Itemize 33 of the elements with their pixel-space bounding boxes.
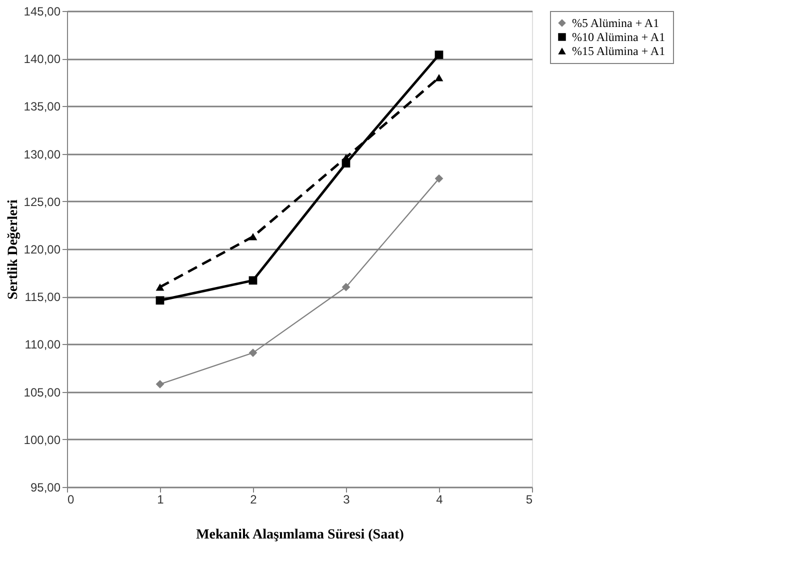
y-tick-label: 140,00 <box>24 52 61 66</box>
point <box>434 50 444 59</box>
point <box>156 296 164 305</box>
x-tick-label: 3 <box>343 492 350 506</box>
point <box>156 283 164 291</box>
point <box>248 276 258 285</box>
y-tick-label: 100,00 <box>24 432 61 447</box>
y-tick-label: 145,00 <box>24 4 61 18</box>
legend-label: %15 Alümina + A1 <box>572 44 666 58</box>
y-tick-label: 125,00 <box>24 194 61 209</box>
x-tick-label: 5 <box>526 492 533 506</box>
point <box>434 74 444 82</box>
x-tick-label: 4 <box>436 492 444 506</box>
y-tick-label: 110,00 <box>24 338 61 352</box>
point <box>342 282 350 292</box>
x-axis-title: Mekanik Alaşımlama Süresi (Saat) <box>196 528 404 542</box>
legend-label: %10 Alümina + A1 <box>572 30 666 44</box>
x-tick-label: 1 <box>157 492 164 506</box>
point <box>248 233 258 240</box>
y-tick-label: 130,00 <box>24 147 61 162</box>
x-tick-label: 0 <box>68 492 74 506</box>
y-tick-label: 95,00 <box>30 480 61 494</box>
x-tick-label: 2 <box>250 492 258 506</box>
point <box>342 154 350 162</box>
legend-label: %5 Alümina + A1 <box>572 16 660 30</box>
point <box>248 348 258 357</box>
y-axis-title: Sertlik Değerleri <box>6 199 21 300</box>
y-tick-label: 135,00 <box>24 100 61 114</box>
y-tick-label: 115,00 <box>24 290 61 304</box>
point <box>156 380 164 388</box>
y-tick-label: 105,00 <box>24 385 61 400</box>
point <box>434 174 444 183</box>
y-tick-label: 120,00 <box>24 242 61 256</box>
